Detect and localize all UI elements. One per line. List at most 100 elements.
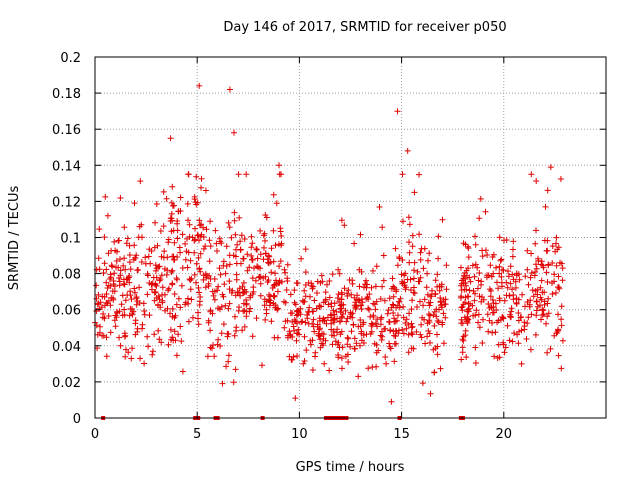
data-point bbox=[151, 244, 158, 251]
data-point bbox=[551, 271, 558, 278]
data-point bbox=[352, 304, 359, 311]
data-point bbox=[128, 355, 135, 362]
data-point bbox=[214, 248, 220, 254]
data-point bbox=[366, 291, 373, 298]
data-point bbox=[538, 261, 545, 268]
data-point bbox=[232, 313, 238, 320]
data-point bbox=[139, 234, 145, 241]
data-point bbox=[376, 204, 383, 210]
data-point bbox=[316, 315, 323, 322]
data-point bbox=[351, 335, 358, 342]
data-point bbox=[507, 263, 514, 270]
data-point bbox=[505, 273, 512, 280]
data-point bbox=[351, 240, 358, 247]
data-point bbox=[345, 287, 352, 294]
data-point bbox=[538, 316, 544, 323]
data-point bbox=[424, 291, 431, 298]
data-point bbox=[234, 241, 241, 248]
data-point bbox=[386, 318, 392, 325]
data-point bbox=[109, 263, 116, 270]
data-point bbox=[475, 277, 482, 284]
data-point bbox=[332, 338, 339, 345]
data-point bbox=[410, 289, 417, 296]
data-point bbox=[526, 303, 533, 310]
data-point bbox=[212, 227, 219, 234]
data-point bbox=[246, 264, 253, 271]
data-point bbox=[324, 314, 331, 321]
data-point bbox=[353, 340, 360, 347]
data-point bbox=[325, 301, 332, 308]
data-point bbox=[129, 310, 136, 317]
data-point bbox=[463, 267, 470, 274]
data-point bbox=[172, 312, 179, 319]
data-point bbox=[151, 289, 158, 296]
data-point bbox=[111, 317, 118, 324]
data-point bbox=[173, 301, 180, 308]
data-point bbox=[120, 262, 127, 269]
data-point bbox=[368, 328, 375, 335]
data-point bbox=[196, 289, 203, 296]
data-point bbox=[171, 328, 178, 335]
data-point bbox=[336, 318, 343, 325]
data-point bbox=[169, 183, 176, 190]
data-point bbox=[379, 283, 386, 290]
data-point bbox=[312, 349, 319, 356]
data-point bbox=[527, 346, 534, 353]
data-point bbox=[277, 258, 284, 265]
data-point bbox=[249, 240, 256, 247]
data-point bbox=[510, 246, 516, 253]
data-point bbox=[111, 238, 118, 245]
data-point bbox=[509, 286, 516, 293]
data-point bbox=[259, 362, 265, 369]
data-point bbox=[334, 326, 341, 333]
data-point bbox=[349, 280, 356, 287]
data-point bbox=[200, 276, 207, 283]
data-point bbox=[273, 200, 280, 207]
data-point bbox=[152, 289, 159, 295]
data-point bbox=[171, 291, 178, 297]
data-point bbox=[284, 332, 291, 339]
data-point bbox=[148, 281, 155, 288]
data-point bbox=[377, 332, 384, 339]
data-point bbox=[294, 353, 301, 359]
data-point bbox=[377, 321, 384, 328]
data-point bbox=[95, 255, 102, 262]
data-point bbox=[300, 360, 307, 367]
data-point bbox=[239, 289, 246, 296]
data-point bbox=[465, 316, 472, 323]
data-point bbox=[360, 340, 367, 346]
data-point bbox=[231, 332, 238, 339]
data-point bbox=[381, 297, 388, 304]
data-point bbox=[122, 266, 129, 273]
data-point bbox=[515, 296, 522, 303]
data-point bbox=[95, 291, 102, 298]
data-point bbox=[374, 323, 380, 330]
data-point bbox=[141, 360, 148, 367]
data-point bbox=[488, 287, 494, 294]
data-point bbox=[500, 339, 507, 346]
chart-title: Day 146 of 2017, SRMTID for receiver p05… bbox=[223, 20, 506, 35]
data-point bbox=[157, 228, 164, 234]
data-point bbox=[310, 308, 317, 315]
data-point bbox=[266, 291, 272, 298]
data-point bbox=[506, 337, 513, 344]
data-point bbox=[471, 297, 478, 304]
data-point bbox=[423, 284, 430, 291]
y-tick-label: 0.2 bbox=[60, 51, 81, 66]
data-point bbox=[382, 325, 389, 332]
data-point bbox=[239, 327, 246, 334]
data-point bbox=[270, 191, 277, 198]
data-point bbox=[533, 307, 540, 314]
data-point bbox=[148, 248, 155, 254]
data-point bbox=[510, 296, 517, 303]
data-point bbox=[537, 294, 544, 301]
data-point bbox=[257, 292, 264, 299]
data-point bbox=[503, 292, 510, 299]
data-point bbox=[509, 271, 516, 278]
grid-lines bbox=[95, 57, 606, 418]
data-point bbox=[368, 284, 375, 291]
data-point bbox=[553, 262, 560, 269]
data-point bbox=[427, 312, 434, 319]
data-point bbox=[253, 246, 260, 252]
data-point bbox=[402, 320, 409, 326]
